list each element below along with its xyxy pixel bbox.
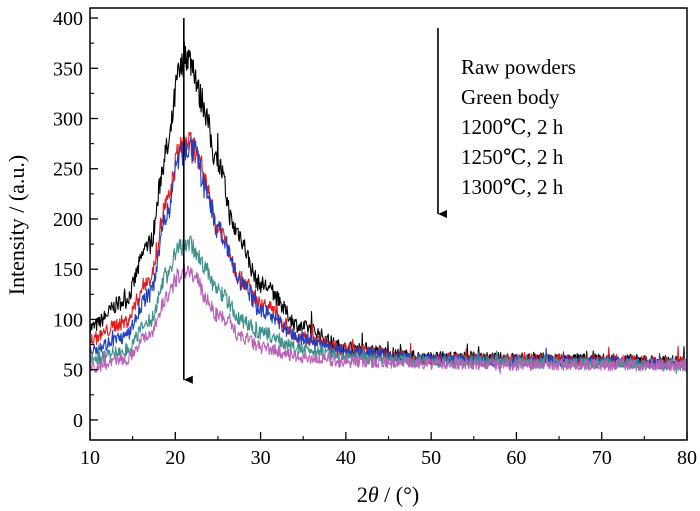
series-line-5 bbox=[90, 263, 687, 375]
axis-ticks: 10 20 30 40 50 60 70 80 0 50 100 150 200 250 300 350 400 bbox=[53, 8, 697, 469]
legend-entry-1200c: 1200℃, 2 h bbox=[461, 115, 564, 139]
y-tick-label: 300 bbox=[53, 109, 83, 131]
legend-entry-1300c: 1300℃, 2 h bbox=[461, 175, 564, 199]
y-tick-label: 100 bbox=[53, 309, 83, 331]
x-tick-label: 20 bbox=[165, 447, 185, 469]
legend-entry-1250c: 1250℃, 2 h bbox=[461, 145, 564, 169]
series-line-1 bbox=[90, 41, 687, 368]
series-line-3 bbox=[90, 135, 687, 370]
annotation-arrows bbox=[183, 18, 447, 384]
x-tick-label: 70 bbox=[592, 447, 612, 469]
y-tick-label: 400 bbox=[53, 8, 83, 30]
x-tick-label: 30 bbox=[251, 447, 271, 469]
x-axis-label-suffix: / (°) bbox=[379, 482, 420, 507]
x-tick-label: 40 bbox=[336, 447, 356, 469]
x-axis-label-prefix: 2 bbox=[357, 482, 368, 507]
y-tick-label: 350 bbox=[53, 58, 83, 80]
x-tick-label: 10 bbox=[80, 447, 100, 469]
y-tick-label: 50 bbox=[63, 360, 83, 382]
legend-entry-raw-powders: Raw powders bbox=[461, 55, 576, 79]
series-line-4 bbox=[90, 235, 687, 375]
series-layer bbox=[90, 41, 687, 375]
y-tick-label: 150 bbox=[53, 259, 83, 281]
y-tick-label: 200 bbox=[53, 209, 83, 231]
series-line-2 bbox=[90, 131, 687, 369]
x-tick-label: 60 bbox=[506, 447, 526, 469]
x-axis-label: 2θ / (°) bbox=[357, 482, 419, 507]
legend: Raw powders Green body 1200℃, 2 h 1250℃,… bbox=[461, 55, 576, 199]
y-axis-label: Intensity / (a.u.) bbox=[4, 155, 29, 296]
x-tick-label: 50 bbox=[421, 447, 441, 469]
x-tick-label: 80 bbox=[677, 447, 697, 469]
legend-entry-green-body: Green body bbox=[461, 85, 560, 109]
y-tick-label: 250 bbox=[53, 159, 83, 181]
x-axis-label-theta: θ bbox=[368, 482, 379, 507]
y-tick-label: 0 bbox=[73, 410, 83, 432]
